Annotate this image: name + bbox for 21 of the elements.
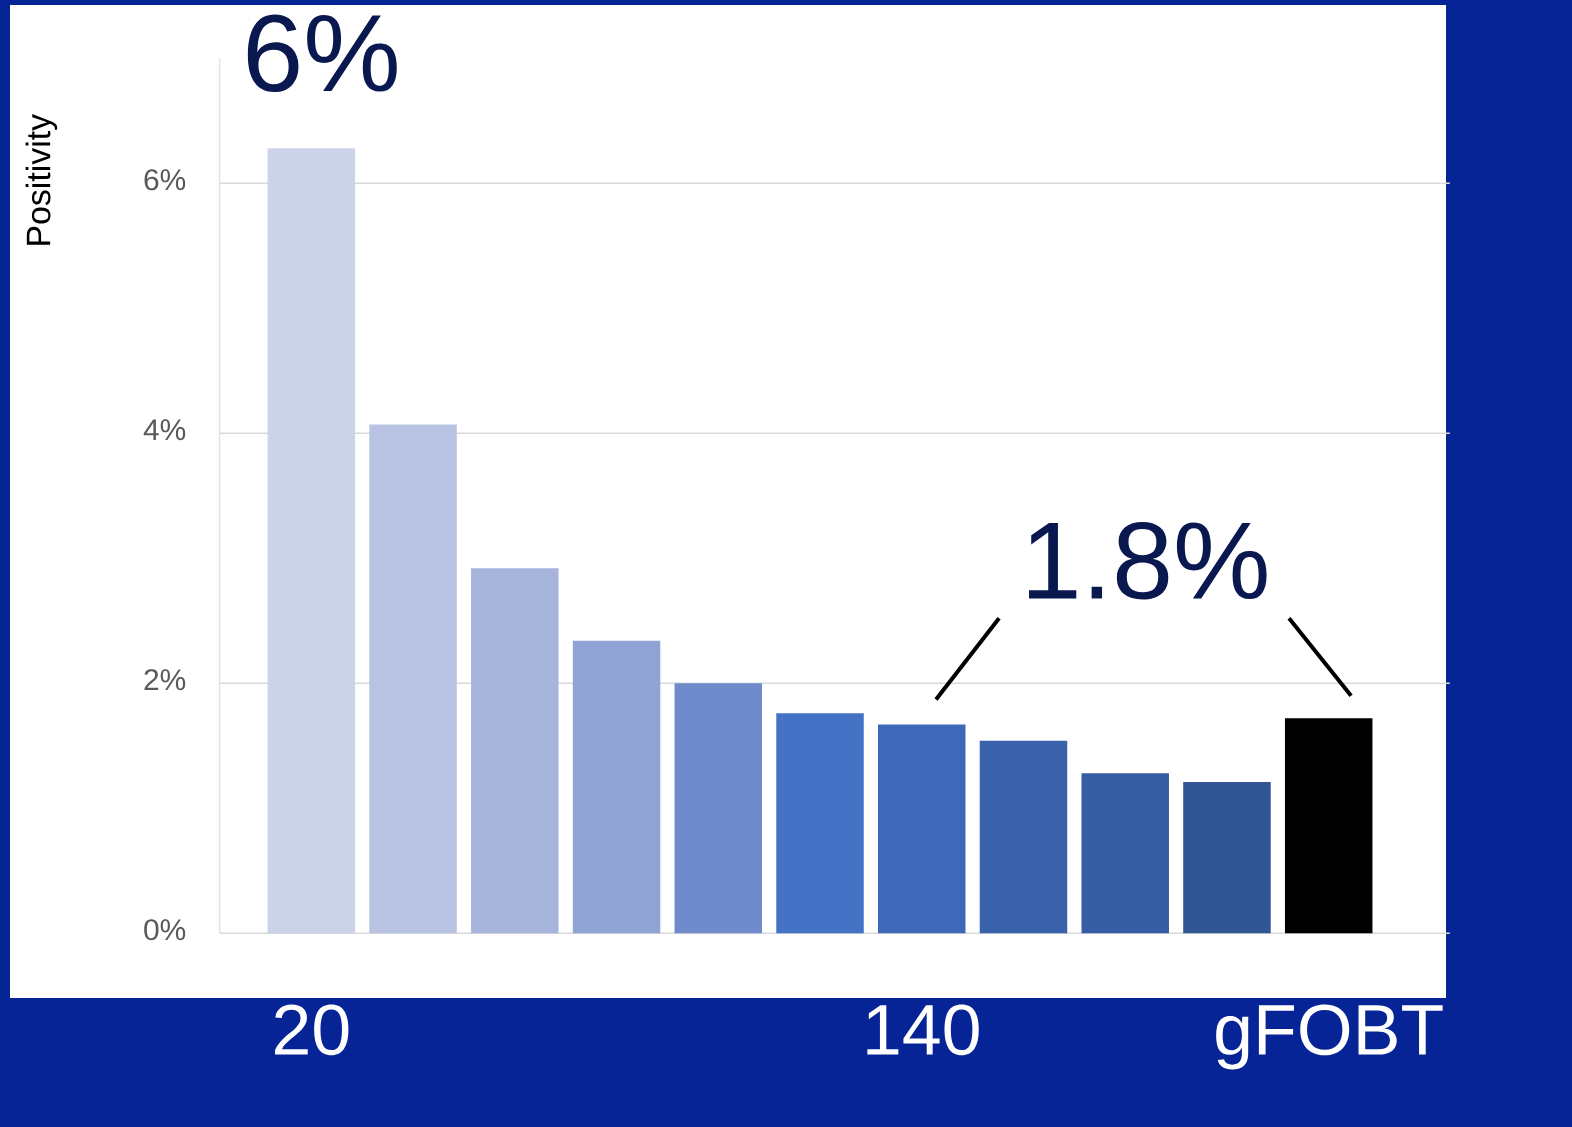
bar — [878, 724, 966, 934]
x-tick-label: gFOBT — [1216, 1004, 1443, 1070]
bar — [776, 713, 864, 934]
bar — [674, 683, 763, 934]
y-tick-label: 0% — [144, 919, 186, 941]
bar — [1284, 718, 1373, 934]
y-axis-title: Positivity — [25, 113, 58, 245]
annotation: 6% — [247, 14, 397, 93]
y-tick-label: 2% — [144, 669, 186, 691]
x-tick-label: 140 — [867, 1004, 979, 1056]
y-tick-label: 4% — [143, 419, 186, 441]
bar — [471, 568, 559, 934]
x-tick-label: 20 — [275, 1004, 349, 1056]
bar — [267, 148, 356, 934]
annotation: 1.8% — [1029, 521, 1267, 600]
bar — [369, 424, 457, 934]
bar — [572, 640, 661, 934]
bar — [1183, 782, 1271, 934]
y-tick-label: 6% — [144, 169, 186, 191]
bar — [979, 740, 1068, 934]
bar — [1081, 773, 1169, 934]
